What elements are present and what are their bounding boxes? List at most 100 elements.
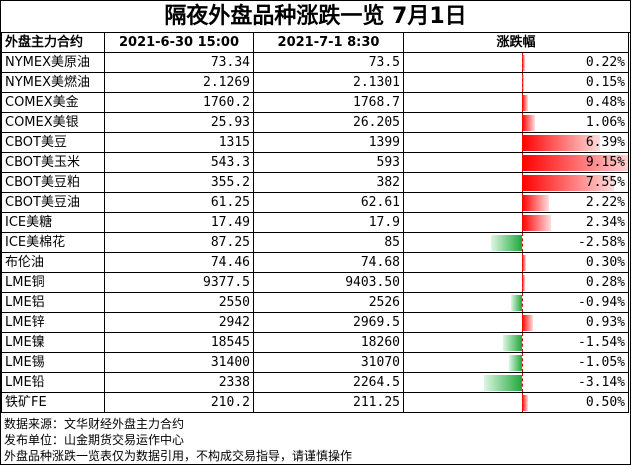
footer-source: 数据来源：文华财经外盘主力合约 [4,417,185,431]
cell-prev-price: 2.1269 [104,72,254,93]
table-row: NYMEX美燃油 2.1269 2.1301 0.15% [1,72,629,93]
table-row: LME锌 2942 2969.5 0.93% [1,312,629,333]
change-databar [522,155,628,171]
zero-axis-line [522,333,523,352]
cell-cur-price: 62.61 [253,192,404,213]
table-row: ICE美糖 17.49 17.9 2.34% [1,212,629,233]
table-body: NYMEX美原油 73.34 73.5 0.22% NYMEX美燃油 2.1269 2.13… [1,52,629,413]
footer-disclaimer: 外盘品种涨跌一览表仅为数据引用，不构成交易指导，请谨慎操作 [4,449,353,463]
cell-prev-price: 543.3 [104,152,254,173]
change-pct-label: 7.55% [585,175,625,190]
cell-prev-price: 17.49 [104,212,254,233]
change-databar [522,175,615,191]
change-pct-label: 0.28% [585,275,625,290]
cell-prev-price: 74.46 [104,252,254,273]
change-databar [522,395,529,411]
cell-cur-price: 2526 [253,292,404,313]
cell-contract-name: CBOT美豆粕 [1,172,105,193]
change-databar [522,275,526,291]
cell-cur-price: 593 [253,152,404,173]
header-cur-time: 2021-7-1 8:30 [253,33,404,53]
cell-prev-price: 9377.5 [104,272,254,293]
header-prev-time: 2021-6-30 15:00 [104,33,254,53]
change-databar [522,55,525,71]
table-header-row: 外盘主力合约 2021-6-30 15:00 2021-7-1 8:30 涨跌幅 [1,33,629,53]
change-databar [510,295,522,311]
table-row: LME铜 9377.5 9403.50 0.28% [1,272,629,293]
cell-contract-name: NYMEX美原油 [1,52,105,73]
change-databar [522,315,534,331]
cell-contract-name: ICE美棉花 [1,232,105,253]
change-databar [509,355,522,371]
cell-contract-name: CBOT美豆 [1,132,105,153]
cell-contract-name: LME锌 [1,312,105,333]
change-pct-label: 0.50% [585,395,625,410]
cell-cur-price: 2.1301 [253,72,404,93]
table-row: LME锡 31400 31070 -1.05% [1,352,629,373]
cell-cur-price: 73.5 [253,52,404,73]
cell-change-pct: 0.28% [403,272,629,293]
change-pct-label: -1.05% [578,355,625,370]
cell-prev-price: 18545 [104,332,254,353]
cell-change-pct: -1.54% [403,332,629,353]
cell-cur-price: 74.68 [253,252,404,273]
cell-cur-price: 1399 [253,132,404,153]
change-databar [522,215,551,231]
table-row: LME铝 2550 2526 -0.94% [1,292,629,313]
cell-change-pct: 1.06% [403,112,629,133]
cell-contract-name: LME铅 [1,372,105,393]
cell-change-pct: -2.58% [403,232,629,253]
cell-prev-price: 61.25 [104,192,254,213]
cell-contract-name: 布伦油 [1,252,105,273]
header-contract: 外盘主力合约 [1,33,105,53]
cell-contract-name: CBOT美玉米 [1,152,105,173]
cell-prev-price: 210.2 [104,392,254,413]
table-row: ICE美棉花 87.25 85 -2.58% [1,232,629,253]
change-pct-label: 0.48% [585,95,625,110]
cell-prev-price: 25.93 [104,112,254,133]
cell-cur-price: 26.205 [253,112,404,133]
change-pct-label: 0.15% [585,75,625,90]
cell-prev-price: 2338 [104,372,254,393]
cell-change-pct: 0.22% [403,52,629,73]
cell-contract-name: LME铝 [1,292,105,313]
cell-contract-name: NYMEX美燃油 [1,72,105,93]
change-pct-label: -3.14% [578,375,625,390]
change-databar [522,135,600,151]
cell-cur-price: 18260 [253,332,404,353]
cell-change-pct: -1.05% [403,352,629,373]
zero-axis-line [522,233,523,252]
cell-prev-price: 1760.2 [104,92,254,113]
table-row: 布伦油 74.46 74.68 0.30% [1,252,629,273]
table-row: CBOT美豆油 61.25 62.61 2.22% [1,192,629,213]
cell-cur-price: 17.9 [253,212,404,233]
cell-change-pct: -0.94% [403,292,629,313]
quote-table: 外盘主力合约 2021-6-30 15:00 2021-7-1 8:30 涨跌幅… [1,33,629,413]
cell-change-pct: 0.93% [403,312,629,333]
cell-prev-price: 355.2 [104,172,254,193]
cell-change-pct: -3.14% [403,372,629,393]
cell-contract-name: COMEX美银 [1,112,105,133]
change-pct-label: 0.22% [585,55,625,70]
change-pct-label: 9.15% [585,155,625,170]
table-row: CBOT美玉米 543.3 593 9.15% [1,152,629,173]
table-row: COMEX美银 25.93 26.205 1.06% [1,112,629,133]
change-pct-label: -1.54% [578,335,625,350]
cell-contract-name: LME锡 [1,352,105,373]
change-databar [522,75,524,91]
cell-contract-name: 铁矿FE [1,392,105,413]
table-row: NYMEX美原油 73.34 73.5 0.22% [1,52,629,73]
table-row: 铁矿FE 210.2 211.25 0.50% [1,392,629,413]
cell-cur-price: 2264.5 [253,372,404,393]
cell-change-pct: 0.48% [403,92,629,113]
cell-cur-price: 85 [253,232,404,253]
cell-cur-price: 31070 [253,352,404,373]
zero-axis-line [522,353,523,372]
table-row: LME镍 18545 18260 -1.54% [1,332,629,353]
change-pct-label: 2.34% [585,215,625,230]
zero-axis-line [522,373,523,392]
change-databar [483,375,522,391]
change-databar [522,115,535,131]
cell-change-pct: 6.39% [403,132,629,153]
